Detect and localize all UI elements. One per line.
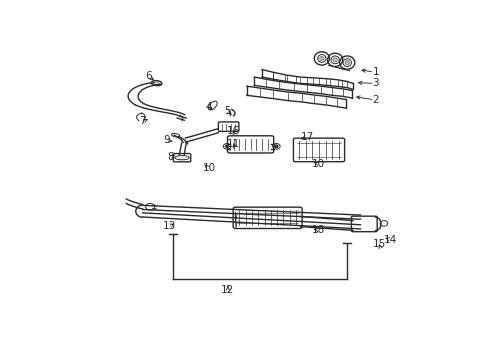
Text: 11: 11 — [226, 139, 240, 149]
Text: 3: 3 — [371, 78, 378, 89]
Text: 16: 16 — [226, 126, 240, 136]
Text: 4: 4 — [205, 102, 212, 112]
Text: 10: 10 — [202, 163, 215, 174]
Text: 18: 18 — [311, 225, 325, 235]
Text: 12: 12 — [221, 285, 234, 296]
Ellipse shape — [344, 60, 349, 65]
Text: 13: 13 — [162, 221, 175, 231]
Text: 6: 6 — [144, 72, 151, 81]
Text: 15: 15 — [372, 239, 386, 249]
Text: 9: 9 — [163, 135, 169, 145]
Ellipse shape — [154, 82, 159, 85]
Text: 17: 17 — [300, 132, 313, 143]
Text: 1: 1 — [371, 67, 378, 77]
Text: 14: 14 — [384, 235, 397, 245]
Circle shape — [225, 145, 228, 148]
Text: 8: 8 — [167, 152, 174, 162]
Text: 2: 2 — [371, 95, 378, 105]
Circle shape — [274, 145, 277, 148]
Ellipse shape — [332, 58, 337, 62]
Text: 5: 5 — [224, 106, 231, 116]
Text: 10: 10 — [312, 159, 325, 169]
Text: 7: 7 — [139, 116, 145, 126]
Ellipse shape — [319, 57, 324, 60]
